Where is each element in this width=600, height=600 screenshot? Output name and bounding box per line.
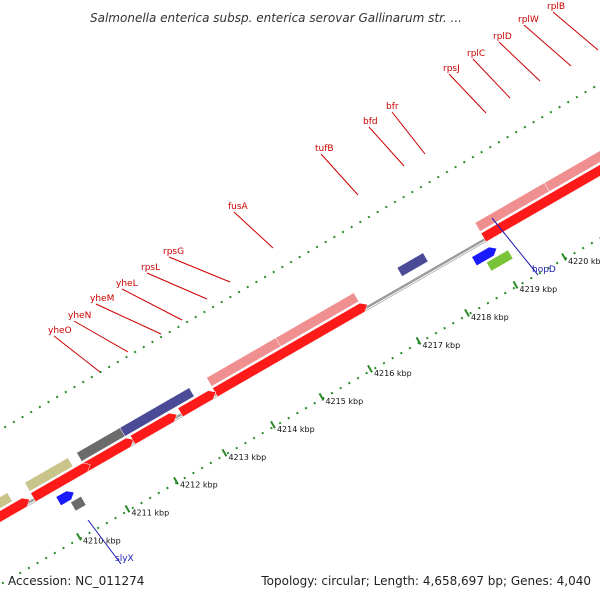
gray-feature — [70, 496, 87, 512]
leader-line — [552, 11, 599, 51]
tick-mark — [561, 252, 567, 261]
leader-line — [233, 211, 274, 249]
gray-block — [76, 427, 126, 462]
tick-mark — [221, 448, 228, 457]
tick-mark — [270, 420, 276, 429]
tick-label: 4215 kbp — [325, 397, 363, 406]
tick-mark — [318, 392, 325, 401]
gene-label-bfr: bfr — [386, 102, 399, 112]
gene-label-rpsL: rpsL — [141, 263, 160, 273]
leader-line — [168, 256, 231, 283]
cds-arrow — [212, 302, 368, 398]
gene-label-rpsG: rpsG — [163, 247, 184, 257]
gene-label-rplC: rplC — [467, 49, 485, 59]
small-feature — [471, 246, 498, 267]
gene-label-hopD: hopD — [532, 265, 556, 275]
leader-line — [53, 335, 101, 373]
cds-arrow — [30, 462, 91, 503]
lower-dotted-track — [0, 237, 600, 586]
leader-line — [95, 303, 162, 335]
tick-mark — [464, 308, 470, 317]
topology-text: Topology: circular; Length: 4,658,697 bp… — [260, 574, 591, 588]
leader-line — [472, 58, 511, 99]
cds-arrow — [480, 164, 600, 243]
tick-marks: 4210 kbp 4211 kbp 4212 kbp 4213 kbp 4214 kbp… — [0, 82, 600, 586]
leader-line — [391, 111, 426, 155]
gene-label-fusA: fusA — [228, 202, 249, 212]
tick-mark — [76, 532, 82, 541]
leader-line — [73, 320, 129, 353]
tick-label: 4212 kbp — [180, 481, 218, 490]
tick-label: 4219 kbp — [519, 285, 557, 294]
gene-label-yheO: yheO — [48, 326, 72, 336]
gene-label-rplD: rplD — [493, 32, 512, 42]
gene-label-yheN: yheN — [68, 311, 91, 321]
features — [0, 150, 600, 523]
tick-label: 4214 kbp — [277, 425, 315, 434]
gene-label-rpsJ: rpsJ — [443, 64, 460, 74]
accession-text: Accession: NC_011274 — [8, 574, 144, 588]
tick-mark — [415, 336, 422, 345]
leader-line — [87, 519, 122, 565]
upper-dotted-track — [0, 82, 600, 432]
olive-block — [24, 457, 74, 492]
gene-label-tufB: tufB — [315, 144, 334, 154]
gene-label-yheM: yheM — [90, 294, 114, 304]
tick-mark — [367, 364, 373, 373]
cds-arrow — [129, 412, 178, 445]
green-feature — [486, 249, 514, 272]
map-title: Salmonella enterica subsp. enterica sero… — [90, 11, 462, 25]
leader-line — [121, 288, 183, 321]
small-feature — [55, 490, 75, 506]
cds-arrow — [177, 390, 217, 418]
cds-band — [544, 150, 600, 192]
leader-line — [448, 73, 487, 114]
gene-label-rplW: rplW — [518, 15, 539, 25]
gene-label-yheL: yheL — [116, 279, 138, 289]
cds-band — [275, 292, 360, 347]
tick-mark — [512, 280, 519, 289]
tick-label: 4218 kbp — [471, 313, 509, 322]
cds-arrow — [0, 497, 31, 523]
tick-label: 4220 kbp — [568, 257, 600, 266]
rrna-block — [396, 252, 429, 277]
leader-line — [320, 153, 359, 196]
leader-line — [498, 41, 541, 82]
leader-line — [523, 24, 572, 67]
gene-label-slyX: slyX — [115, 554, 134, 564]
tick-label: 4216 kbp — [374, 369, 412, 378]
leader-line — [368, 126, 405, 167]
olive-block — [0, 492, 13, 509]
gene-label-bfd: bfd — [363, 117, 378, 127]
tick-label: 4213 kbp — [228, 453, 266, 462]
gene-label-rplB: rplB — [547, 2, 565, 12]
tick-mark — [173, 476, 179, 485]
tick-label: 4211 kbp — [131, 509, 169, 518]
tick-mark — [124, 504, 131, 513]
leader-line — [491, 217, 539, 276]
leader-line — [146, 272, 208, 300]
tick-label: 4217 kbp — [422, 341, 460, 350]
tick-label: 4210 kbp — [83, 537, 121, 546]
